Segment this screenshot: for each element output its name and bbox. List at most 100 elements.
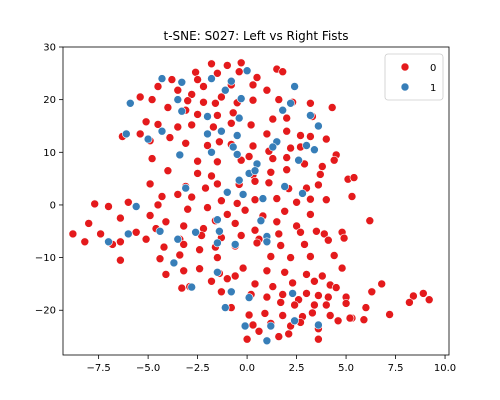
point-class-0 — [161, 270, 171, 279]
point-class-0 — [290, 300, 299, 310]
point-class-1 — [173, 95, 183, 104]
point-class-0 — [207, 276, 216, 286]
point-class-1 — [230, 240, 240, 249]
point-class-0 — [302, 270, 311, 279]
point-class-0 — [213, 111, 222, 120]
point-class-0 — [321, 300, 331, 310]
point-class-1 — [306, 111, 315, 120]
point-class-0 — [141, 117, 151, 127]
y-tick-label: 30 — [43, 43, 56, 54]
point-class-1 — [266, 321, 276, 331]
point-class-0 — [325, 311, 335, 320]
point-class-0 — [228, 108, 238, 118]
point-class-1 — [227, 287, 236, 297]
point-class-0 — [104, 202, 113, 211]
point-class-0 — [234, 67, 244, 76]
point-class-0 — [116, 237, 125, 247]
point-class-0 — [147, 95, 157, 104]
point-class-0 — [377, 279, 387, 289]
point-class-0 — [201, 183, 210, 193]
point-class-0 — [385, 310, 394, 319]
point-class-1 — [203, 129, 212, 139]
legend: 0 1 — [384, 53, 444, 101]
plot-frame — [62, 46, 450, 356]
point-class-0 — [155, 254, 165, 264]
point-class-1 — [232, 150, 242, 159]
point-class-0 — [215, 137, 224, 147]
point-class-0 — [236, 58, 246, 68]
point-class-1 — [124, 229, 133, 239]
point-class-0 — [213, 253, 222, 262]
point-class-0 — [199, 82, 208, 91]
x-tick-label: 0.0 — [239, 363, 255, 374]
point-class-1 — [256, 216, 266, 225]
point-class-0 — [240, 205, 250, 215]
point-class-0 — [183, 204, 192, 214]
point-class-0 — [135, 92, 145, 102]
point-class-0 — [167, 75, 177, 84]
point-class-1 — [207, 148, 216, 157]
point-class-1 — [240, 321, 250, 331]
point-class-0 — [300, 240, 309, 249]
x-tick-label: 10.0 — [434, 363, 456, 374]
point-class-0 — [284, 329, 294, 339]
point-class-0 — [246, 120, 256, 130]
point-class-0 — [282, 165, 292, 174]
point-class-0 — [96, 229, 105, 239]
point-class-0 — [230, 271, 240, 281]
legend-label-0: 0 — [430, 63, 436, 74]
point-class-0 — [207, 171, 216, 181]
point-class-1 — [242, 66, 252, 75]
point-class-0 — [242, 334, 252, 344]
point-class-0 — [274, 332, 284, 341]
x-tick-label: 7.5 — [388, 363, 404, 374]
point-class-0 — [80, 237, 90, 247]
point-class-0 — [217, 196, 226, 205]
y-tick-label: 0 — [50, 200, 56, 211]
point-class-1 — [175, 150, 185, 160]
point-class-1 — [177, 78, 187, 87]
point-class-0 — [248, 80, 258, 90]
point-class-0 — [250, 279, 260, 289]
point-class-1 — [221, 85, 230, 95]
point-class-0 — [286, 143, 295, 153]
point-class-1 — [215, 227, 224, 236]
point-class-0 — [147, 154, 157, 163]
point-class-0 — [266, 168, 276, 177]
point-class-0 — [306, 132, 315, 141]
x-tick-label: 2.5 — [289, 363, 305, 374]
x-tick-label: −5.0 — [136, 363, 160, 374]
point-class-0 — [323, 292, 333, 302]
point-class-0 — [315, 170, 325, 179]
point-class-0 — [321, 195, 331, 204]
point-class-1 — [181, 183, 190, 193]
point-class-0 — [153, 120, 163, 129]
point-class-0 — [116, 255, 125, 265]
point-class-0 — [173, 190, 183, 199]
point-class-1 — [221, 303, 230, 312]
legend-box — [384, 53, 444, 101]
point-class-0 — [157, 192, 167, 201]
point-class-0 — [272, 194, 282, 203]
point-class-0 — [203, 203, 212, 212]
point-class-1 — [290, 82, 299, 91]
point-class-0 — [347, 192, 357, 201]
point-class-0 — [333, 316, 343, 326]
point-class-0 — [405, 298, 414, 307]
point-class-0 — [250, 195, 260, 204]
point-class-1 — [213, 215, 222, 224]
point-class-0 — [135, 129, 145, 139]
point-class-0 — [292, 198, 301, 207]
point-class-0 — [288, 278, 297, 288]
point-class-0 — [173, 85, 183, 95]
point-class-0 — [153, 200, 163, 210]
point-class-0 — [252, 73, 262, 82]
point-class-1 — [258, 194, 268, 203]
point-class-0 — [329, 251, 339, 260]
point-class-0 — [84, 219, 93, 228]
point-class-0 — [145, 179, 155, 189]
point-class-1 — [250, 166, 260, 175]
point-class-0 — [409, 291, 418, 301]
point-class-0 — [238, 263, 248, 273]
point-class-1 — [262, 237, 272, 247]
